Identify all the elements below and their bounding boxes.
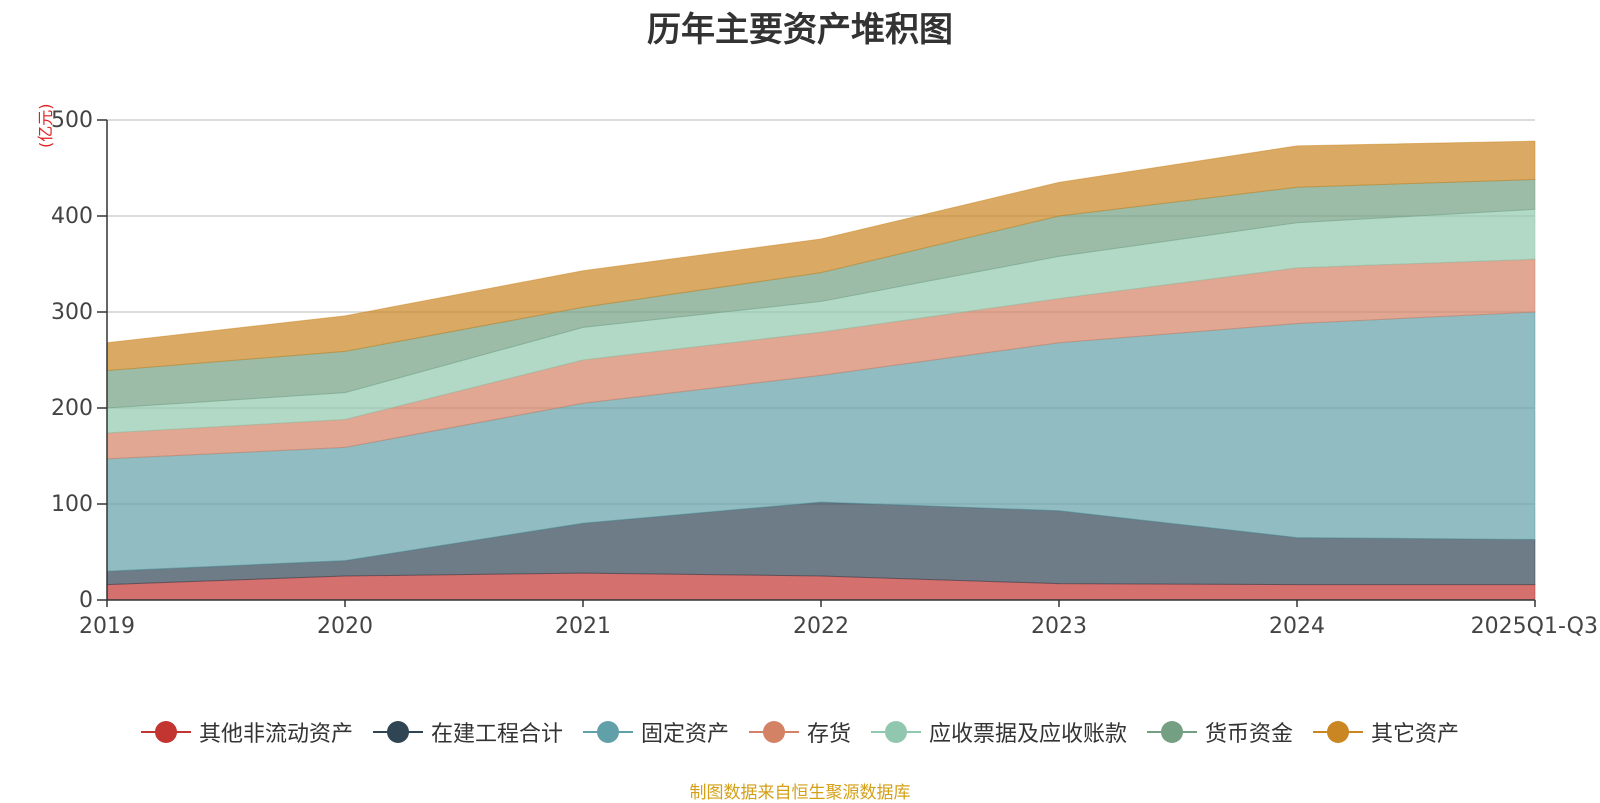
axes [97,119,1536,607]
area-series [106,140,1536,372]
legend-label: 固定资产 [640,722,729,747]
legend-label: 在建工程合计 [430,722,563,747]
area-series [106,140,1536,601]
legend-label: 其它资产 [1371,722,1460,747]
legend-label: 应收票据及应收账款 [929,722,1128,747]
x-tick-label: 2021 [555,614,611,639]
y-tick-label: 200 [51,396,93,421]
x-tick-label: 2025Q1-Q3 [1471,614,1598,639]
y-tick-label: 500 [51,108,93,133]
x-tick-label: 2020 [317,614,373,639]
tick-labels: 0 100 200 300 400 500 2019 2020 2021 2022 2023 2024… [51,108,1598,639]
legend: 其他非流动资产 在建工程合计 固定资产 存货 应收票据及应收账款 货币资金 其它资产 [0,716,1600,748]
legend-marker-icon [1313,720,1364,744]
legend-marker-icon [582,720,633,744]
x-tick-label: 2024 [1269,614,1325,639]
legend-marker-icon [140,720,191,744]
y-tick-label: 0 [79,588,93,613]
chart-title: 历年主要资产堆积图 [647,10,953,50]
source-note: 制图数据来自恒生聚源数据库 [689,783,911,803]
legend-item[interactable]: 应收票据及应收账款 [871,716,1127,748]
legend-label: 其他非流动资产 [198,722,353,747]
legend-label: 存货 [806,722,851,747]
y-tick-label: 300 [51,300,93,325]
legend-item[interactable]: 固定资产 [582,716,729,748]
legend-item[interactable]: 其它资产 [1313,716,1459,748]
legend-item[interactable]: 其他非流动资产 [140,716,353,748]
legend-marker-icon [372,720,423,744]
legend-marker-icon [871,720,921,744]
legend-item[interactable]: 在建工程合计 [372,716,563,748]
x-tick-label: 2019 [79,614,135,639]
legend-item[interactable]: 货币资金 [1147,716,1293,748]
legend-label: 货币资金 [1205,722,1294,747]
x-tick-label: 2023 [1031,614,1087,639]
legend-item[interactable]: 存货 [748,716,851,748]
y-tick-label: 400 [51,204,93,229]
legend-marker-icon [1147,720,1198,744]
legend-marker-icon [748,720,799,744]
x-tick-label: 2022 [793,614,849,639]
stacked-area-chart: 0 100 200 300 400 500 2019 2020 2021 2022 2023 2024… [51,108,1598,639]
y-tick-label: 100 [51,492,93,517]
